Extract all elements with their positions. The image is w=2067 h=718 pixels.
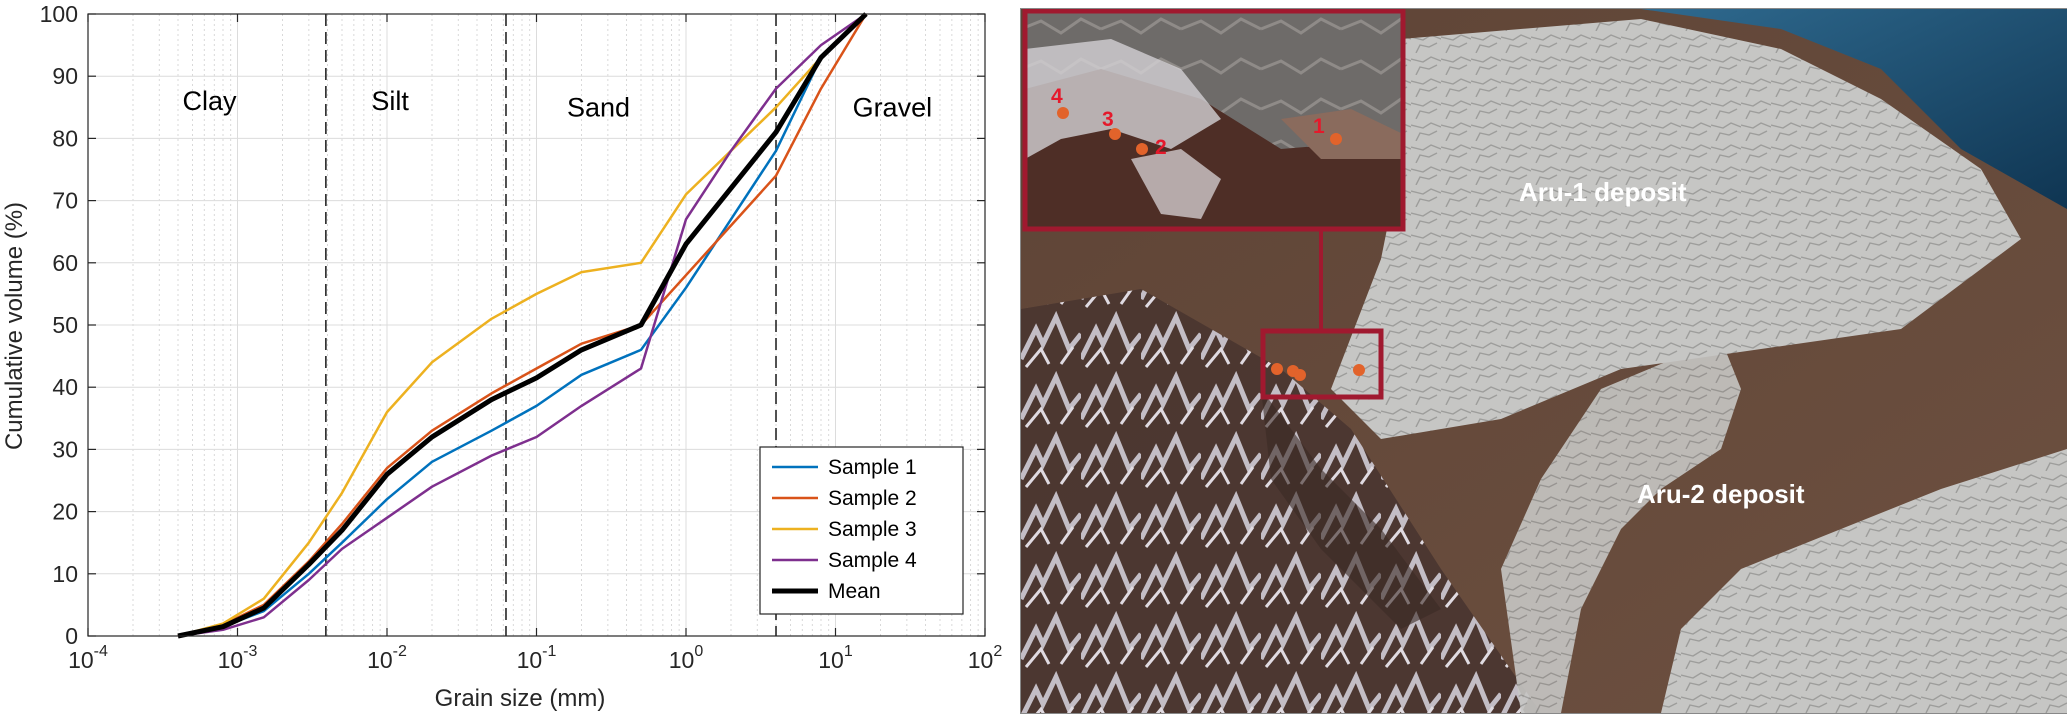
- series-line-sample-1: [177, 13, 867, 638]
- satellite-image: 4 3 2 1 Aru-1 deposit Aru-2 deposit: [1020, 8, 2067, 714]
- x-tick-label: 10-1: [517, 643, 557, 673]
- locator-sample-markers: [1271, 363, 1365, 381]
- legend-label: Sample 4: [828, 549, 917, 572]
- legend-label: Sample 1: [828, 456, 917, 479]
- x-tick-labels: 10-4 10-3 10-2 10-1 100 101 102: [68, 14, 1002, 673]
- inset-zoom: [1022, 9, 1406, 232]
- legend-box: [759, 446, 964, 615]
- aru-1-deposit-area: [1331, 19, 2021, 439]
- y-tick-label: 0: [65, 623, 78, 649]
- y-tick-label: 50: [52, 312, 78, 338]
- class-label-gravel: Gravel: [853, 92, 933, 122]
- y-tick-label: 30: [52, 436, 78, 462]
- series-line-mean: [177, 12, 868, 639]
- x-axis-label: Grain size (mm): [435, 685, 606, 712]
- sample-3-label: 3: [1102, 108, 1114, 131]
- class-label-clay: Clay: [183, 86, 238, 116]
- sample-3-marker: [1109, 128, 1121, 140]
- y-tick-label: 90: [52, 63, 78, 89]
- series-line-sample-4: [177, 12, 867, 638]
- class-labels: Clay Silt Sand Gravel: [183, 86, 933, 122]
- legend-label: Sample 2: [828, 487, 917, 510]
- legend-label: Mean: [828, 580, 881, 603]
- y-tick-labels: 0 10 20 30 40 50 60 70 80 90 100: [40, 1, 985, 649]
- chart-legend: Sample 1 Sample 2 Sample 3 Sample 4 Mean: [759, 446, 964, 615]
- y-axis-label: Cumulative volume (%): [1, 202, 28, 450]
- sample-1-label: 1: [1313, 115, 1325, 138]
- sample-4-label: 4: [1051, 85, 1063, 108]
- x-tick-label: 102: [968, 643, 1003, 673]
- legend-label: Sample 3: [828, 518, 917, 541]
- class-boundaries: [325, 14, 777, 636]
- lake: [1641, 9, 2067, 209]
- y-tick-label: 80: [52, 125, 78, 151]
- y-tick-label: 70: [52, 188, 78, 214]
- sample-4-marker: [1057, 107, 1069, 119]
- x-tick-label: 10-3: [218, 643, 258, 673]
- x-tick-label: 100: [669, 643, 704, 673]
- sample-2-marker: [1136, 143, 1148, 155]
- x-tick-label: 10-4: [68, 643, 108, 673]
- inset-sample-markers: [1057, 107, 1342, 155]
- y-tick-label: 40: [52, 374, 78, 400]
- y-tick-label: 10: [52, 561, 78, 587]
- aru-2-deposit-area: [1661, 449, 2067, 713]
- class-label-sand: Sand: [567, 92, 630, 122]
- x-tick-label: 10-2: [367, 643, 407, 673]
- y-tick-label: 100: [40, 1, 78, 27]
- series-lines: [177, 12, 868, 639]
- class-label-silt: Silt: [371, 86, 409, 116]
- aru-2-deposit-label: Aru-2 deposit: [1637, 479, 1805, 509]
- sample-1-marker: [1330, 133, 1342, 145]
- sample-2-label: 2: [1155, 136, 1167, 159]
- grain-size-chart: 10-4 10-3 10-2 10-1 100 101 102 0 10 20 30 40 50 60 7…: [0, 0, 1010, 718]
- inset-frame: [1022, 9, 1406, 232]
- y-tick-label: 60: [52, 250, 78, 276]
- x-tick-label: 101: [818, 643, 853, 673]
- inset-locator-box: [1260, 328, 1384, 400]
- y-tick-label: 20: [52, 499, 78, 525]
- aru-1-deposit-label: Aru-1 deposit: [1519, 177, 1687, 207]
- series-line-sample-3: [177, 13, 867, 638]
